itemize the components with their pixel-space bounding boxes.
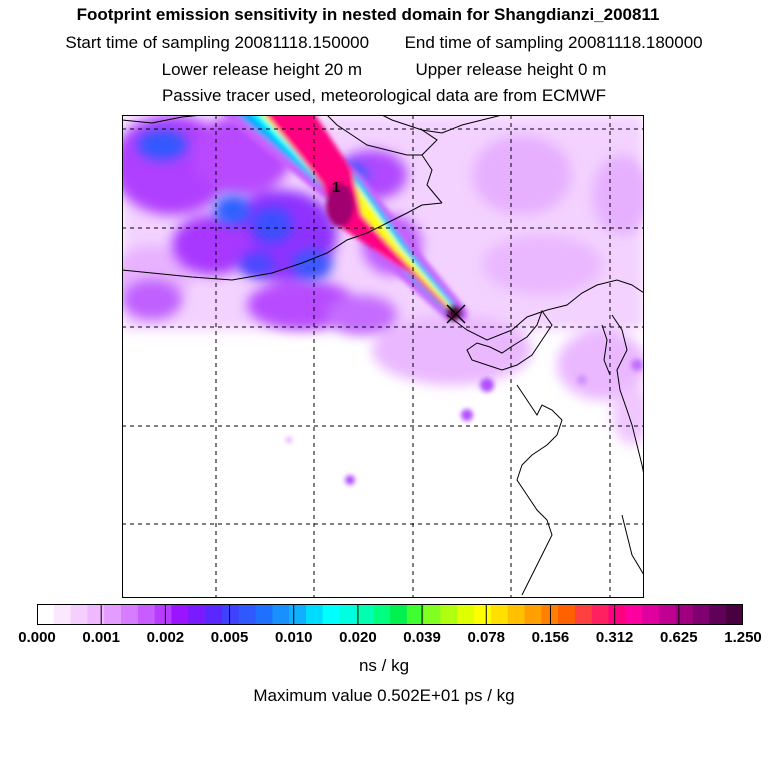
border-line-1 <box>122 202 443 281</box>
colorbar-tick-label: 0.156 <box>531 629 570 646</box>
colorbar-cell <box>457 604 475 625</box>
end-time-value: 20081118.180000 <box>568 33 703 52</box>
colorbar <box>37 604 743 625</box>
colorbar-cell <box>154 604 173 625</box>
colorbar-tick-label: 0.000 <box>18 629 56 646</box>
colorbar-cell <box>406 604 425 625</box>
colorbar-cell <box>289 604 307 625</box>
coastline-east-1 <box>516 384 563 596</box>
colorbar-cell <box>642 604 660 625</box>
colorbar-cell <box>474 604 492 625</box>
upper-release-value: 0 m <box>578 60 607 79</box>
colorbar-cell <box>87 604 105 625</box>
colorbar-cell <box>608 604 626 625</box>
border-line-2 <box>381 115 443 204</box>
colorbar-tick-label: 0.002 <box>146 629 185 646</box>
maximum-value: Maximum value 0.502E+01 ps / kg <box>253 686 515 705</box>
colorbar-cell <box>37 604 55 625</box>
colorbar-tick-label: 0.001 <box>82 629 120 646</box>
coastline-east-4 <box>621 514 644 576</box>
colorbar-cell <box>53 604 72 625</box>
colorbar-cell <box>675 604 694 625</box>
colorbar-cell <box>390 604 408 625</box>
release-heights: Lower release height 20 m Upper release … <box>0 60 768 80</box>
colorbar-cell <box>524 604 542 625</box>
colorbar-cell <box>221 604 240 625</box>
end-time-label: End time of sampling <box>404 33 564 52</box>
colorbar-cell <box>238 604 257 625</box>
colorbar-cell <box>726 604 743 625</box>
colorbar-cell <box>188 604 206 625</box>
colorbar-cell <box>255 604 273 625</box>
colorbar-cell <box>709 604 727 625</box>
border-line-3 <box>326 115 422 156</box>
sampling-times: Start time of sampling 20081118.150000 E… <box>0 33 768 53</box>
start-time-label: Start time of sampling <box>65 33 230 52</box>
coastline-east-2 <box>611 314 644 476</box>
border-line-4 <box>421 115 503 134</box>
colorbar-tick-label: 1.250 <box>724 629 762 646</box>
colorbar-cell <box>440 604 458 625</box>
colorbar-tick-label: 0.020 <box>339 629 377 646</box>
colorbar-cell <box>507 604 526 625</box>
colorbar-tick-label: 0.625 <box>660 629 698 646</box>
map-frame <box>122 115 644 598</box>
plume <box>223 115 467 321</box>
colorbar-cell <box>658 604 677 625</box>
colorbar-tick-label: 0.010 <box>274 629 313 646</box>
colorbar-cell <box>305 604 324 625</box>
colorbar-cell <box>423 604 442 625</box>
colorbar-tick-label: 0.312 <box>595 629 634 646</box>
colorbar-cell <box>356 604 374 625</box>
coastline-bay <box>446 279 644 341</box>
sensitivity-specks <box>286 359 643 485</box>
colorbar-cell <box>692 604 710 625</box>
colorbar-cell <box>171 604 189 625</box>
colorbar-tick-labels: 0.000 0.001 0.002 0.005 0.010 0.020 0.039 0.078… <box>0 629 768 649</box>
cluster-marker-label: 1 <box>332 179 340 196</box>
coastline-east-3 <box>601 324 611 376</box>
receptor-marker <box>446 304 466 324</box>
lower-release-value: 20 m <box>324 60 362 79</box>
colorbar-cell <box>373 604 391 625</box>
footprint-map: 1 <box>122 115 644 598</box>
chart-title: Footprint emission sensitivity in nested… <box>76 5 660 24</box>
coastline-peninsula <box>466 309 553 371</box>
colorbar-cell <box>272 604 290 625</box>
colorbar-tick-label: 0.078 <box>467 629 506 646</box>
tracer-note: Passive tracer used, meteorological data… <box>161 86 607 105</box>
lower-release-label: Lower release height <box>161 60 320 79</box>
colorbar-cell <box>104 604 122 625</box>
colorbar-cell <box>205 604 223 625</box>
colorbar-cell <box>558 604 576 625</box>
colorbar-cell <box>490 604 509 625</box>
colorbar-frame <box>37 604 743 625</box>
colorbar-cell <box>574 604 593 625</box>
colorbar-cell <box>591 604 610 625</box>
colorbar-cell <box>339 604 357 625</box>
colorbar-unit: ns / kg <box>358 656 410 675</box>
start-time-value: 20081118.150000 <box>234 33 370 52</box>
upper-release-label: Upper release height <box>415 60 574 79</box>
colorbar-tick-label: 0.005 <box>210 629 249 646</box>
colorbar-cell <box>322 604 341 625</box>
colorbar-cell <box>121 604 139 625</box>
colorbar-tick-label: 0.039 <box>403 629 441 646</box>
colorbar-cell <box>137 604 156 625</box>
map-grid <box>122 115 644 598</box>
colorbar-cell <box>70 604 89 625</box>
colorbar-cell <box>625 604 643 625</box>
